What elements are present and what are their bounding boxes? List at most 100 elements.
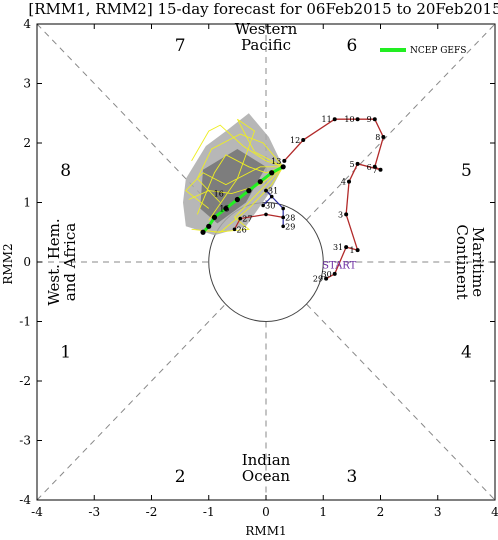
observed-day-label: 3 xyxy=(338,210,343,219)
y-tick-label: -1 xyxy=(19,315,31,329)
ensemble-member-track xyxy=(214,166,284,233)
legend: NCEP GEFS xyxy=(380,46,466,56)
observed-day-label: 10 xyxy=(344,115,354,124)
y-tick-label: -3 xyxy=(19,434,31,448)
observed-point xyxy=(332,271,337,276)
y-axis-label: RMM2 xyxy=(1,243,15,284)
ensemble-mean-point xyxy=(269,170,275,176)
forecast-tail xyxy=(233,213,284,230)
phase-divider xyxy=(36,303,226,501)
forecast-tail-point xyxy=(238,216,243,221)
x-tick-label: -1 xyxy=(203,505,215,519)
start-label: START xyxy=(322,261,357,272)
phase-label: 2 xyxy=(175,467,186,487)
observed-point xyxy=(282,158,287,163)
x-tick-label: 1 xyxy=(319,505,327,519)
ensemble-member-track xyxy=(191,166,284,233)
ensemble-mean-point xyxy=(206,223,212,229)
observed-day-label: 11 xyxy=(322,115,332,124)
ensemble-member-track xyxy=(188,166,284,200)
y-tick-label: -4 xyxy=(19,493,31,507)
forecast-day-label: 29 xyxy=(285,222,295,231)
forecast-day-label: 31 xyxy=(268,187,278,196)
observed-day-label: 6 xyxy=(367,163,372,172)
region-label: Western xyxy=(235,20,298,38)
forecast-tail-point xyxy=(264,188,268,193)
x-tick-label: -3 xyxy=(88,505,100,519)
observed-day-label: 8 xyxy=(375,133,380,142)
ensemble-member-track xyxy=(208,118,284,221)
ensemble-member-track xyxy=(191,124,284,168)
forecast-day-label: 27 xyxy=(242,215,252,224)
observed-point xyxy=(372,164,377,169)
y-tick-label: 3 xyxy=(23,77,31,91)
ensemble-mean-point xyxy=(223,205,229,212)
legend-label: NCEP GEFS xyxy=(410,46,466,56)
chart-title: [RMM1, RMM2] 15-day forecast for 06Feb20… xyxy=(28,0,498,18)
ensemble-member-track xyxy=(196,154,284,215)
observed-day-label: 5 xyxy=(350,160,355,169)
ensemble-spread-core xyxy=(200,148,266,224)
forecast-day-label: 28 xyxy=(285,213,295,222)
region-label-group: West. Hem.and Africa xyxy=(45,218,79,305)
region-label: Ocean xyxy=(242,467,291,485)
x-tick-label: 0 xyxy=(262,505,270,519)
region-label: Maritime xyxy=(469,227,487,297)
observed-day-label: 31 xyxy=(333,243,343,252)
observed-day-label: 13 xyxy=(271,157,281,166)
x-tick-label: -4 xyxy=(31,505,43,519)
observed-point xyxy=(344,212,349,217)
observed-point xyxy=(324,276,329,281)
region-label: Pacific xyxy=(241,36,291,54)
observed-day-label: 1 xyxy=(350,246,355,255)
region-label: and Africa xyxy=(61,223,79,301)
y-tick-label: 0 xyxy=(23,255,31,269)
ensemble-mean-point xyxy=(257,179,263,185)
observed-point xyxy=(301,138,306,143)
observed-day-label: 30 xyxy=(322,270,332,279)
observed-day-label: 4 xyxy=(341,178,346,187)
x-axis-label: RMM1 xyxy=(245,524,286,538)
y-tick-label: 2 xyxy=(23,136,31,150)
y-tick-label: -2 xyxy=(19,374,31,388)
region-label: Continent xyxy=(453,224,471,299)
observed-point xyxy=(381,135,386,140)
x-tick-label: 3 xyxy=(434,505,442,519)
observed-point xyxy=(355,161,360,166)
y-tick-label: 1 xyxy=(23,196,31,210)
ensemble-mean-point xyxy=(246,188,252,194)
observed-point xyxy=(355,117,360,122)
forecast-tail-point xyxy=(261,203,265,208)
forecast-tail xyxy=(265,190,284,227)
forecast-day-label: 26 xyxy=(237,225,247,234)
phase-label: 6 xyxy=(346,36,357,56)
phase-label: 8 xyxy=(60,161,71,181)
phase-label: 7 xyxy=(175,36,186,56)
ensemble-mean-point xyxy=(200,229,206,235)
ensemble-mean-point xyxy=(234,196,240,203)
observed-point xyxy=(347,179,352,184)
observed-day-label: 9 xyxy=(367,115,372,124)
observed-point xyxy=(344,245,349,250)
phase-label: 4 xyxy=(461,342,472,362)
forecast-tail-point xyxy=(281,206,285,211)
observed-day-label: 7 xyxy=(372,166,377,175)
observed-point xyxy=(372,117,377,122)
forecast-day-label: 30 xyxy=(265,201,275,210)
forecast-tail-point xyxy=(264,212,268,217)
ensemble-member-track xyxy=(185,166,284,209)
y-tick-label: 4 xyxy=(23,17,31,31)
forecast-tail-point xyxy=(281,215,285,220)
region-label: Indian xyxy=(242,451,291,469)
observed-point xyxy=(332,117,337,122)
phase-label: 1 xyxy=(60,342,71,362)
phase-label: 5 xyxy=(461,161,472,181)
observed-point xyxy=(355,248,360,253)
forecast-tail-point xyxy=(232,227,237,232)
forecast-tail-point xyxy=(281,224,285,229)
observed-day-label: 29 xyxy=(313,275,323,284)
ensemble-mean-point xyxy=(211,214,218,220)
